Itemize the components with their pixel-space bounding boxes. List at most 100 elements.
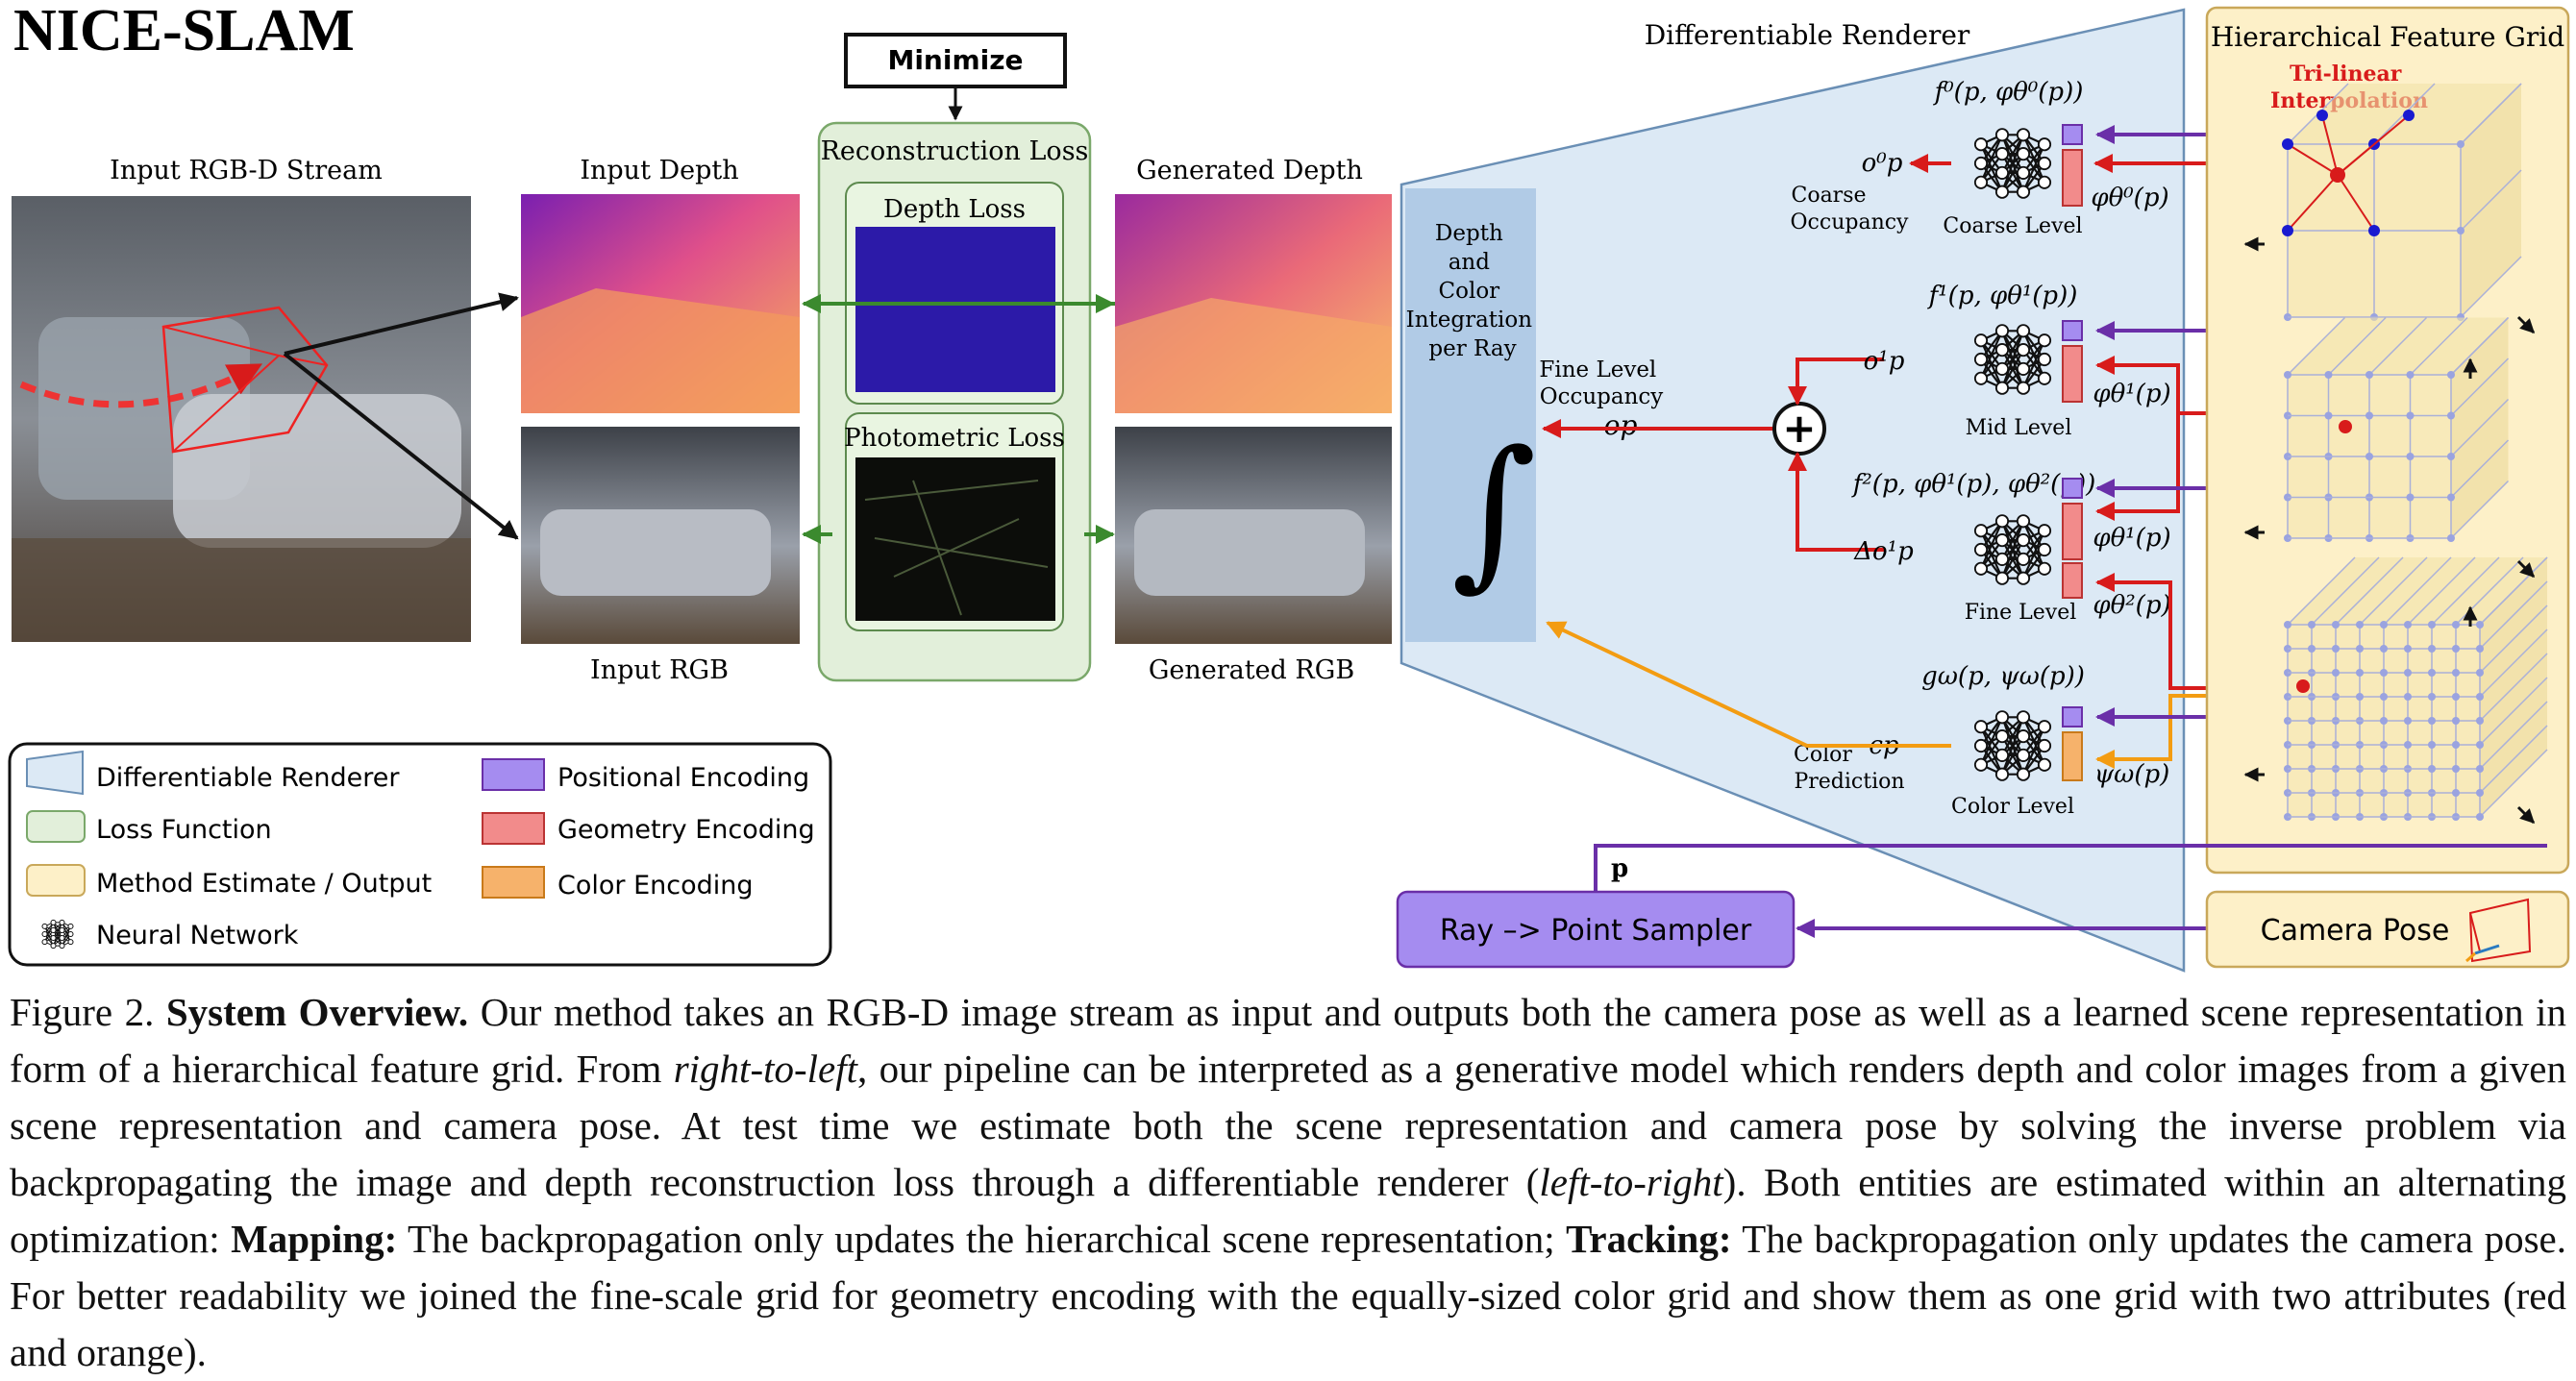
- coarse-output: o⁰p: [1862, 149, 1903, 178]
- fine-grid: [2284, 556, 2548, 821]
- legend-loss-label: Loss Function: [96, 815, 272, 845]
- depth-loss-label: Depth Loss: [883, 195, 1026, 224]
- integration-bar: [1405, 188, 1536, 642]
- fine-level-label: Fine Level: [1965, 601, 2077, 625]
- legend-output-icon: [26, 864, 86, 897]
- legend-geometry-icon: [482, 812, 545, 845]
- color-encoding: ψω(p): [2094, 760, 2170, 789]
- generated-rgb-image: [1115, 427, 1392, 644]
- reconstruction-loss-label: Reconstruction Loss: [821, 136, 1089, 166]
- photometric-loss-label: Photometric Loss: [844, 424, 1065, 453]
- mid-output: o¹p: [1864, 347, 1905, 376]
- grid-direction-arrow: [2516, 805, 2536, 825]
- legend-positional-label: Positional Encoding: [557, 763, 809, 793]
- sum-symbol: +: [1782, 405, 1816, 452]
- color-level-label: Color Level: [1951, 795, 2074, 819]
- mid-positional-block: [2062, 320, 2083, 341]
- fused-occupancy: op: [1604, 409, 1638, 441]
- mid-geometry-block: [2062, 345, 2083, 403]
- minimize-box: [844, 33, 1067, 88]
- camera-pose-label: Camera Pose: [2261, 914, 2450, 948]
- coarse-encoding: φθ⁰(p): [2091, 184, 2168, 212]
- mid-level-label: Mid Level: [1966, 416, 2072, 440]
- color-network-icon: [1973, 710, 2052, 781]
- camera-pose-icon: [2465, 898, 2532, 963]
- photometric-loss-image: [855, 457, 1055, 621]
- grid-direction-arrow: [2516, 559, 2536, 579]
- fine-geometry-block-1: [2062, 503, 2083, 560]
- input-stream-image: [12, 196, 471, 642]
- depth-loss-image: [855, 227, 1055, 392]
- legend-color-label: Color Encoding: [557, 871, 754, 900]
- caption-tracking: Tracking:: [1566, 1217, 1732, 1261]
- ray-sampler-label: Ray –> Point Sampler: [1440, 914, 1752, 948]
- generated-depth-label: Generated Depth: [1136, 156, 1363, 185]
- coarse-func: f⁰(p, φθ⁰(p)): [1933, 78, 2084, 107]
- caption-mapping: Mapping:: [231, 1217, 398, 1261]
- color-to-integration-arrow: [1546, 621, 1951, 748]
- generated-rgb-label: Generated RGB: [1149, 655, 1354, 685]
- caption-t3: ). Both entities are estimated within an…: [10, 1160, 2566, 1261]
- feature-grid-label: Hierarchical Feature Grid: [2211, 21, 2564, 53]
- color-func: gω(p, ψω(p)): [1921, 662, 2085, 691]
- caption-ltr: left-to-right: [1539, 1160, 1723, 1204]
- legend-renderer-label: Differentiable Renderer: [96, 763, 400, 793]
- color-positional-block: [2062, 706, 2083, 727]
- legend-box: [8, 742, 832, 967]
- coarse-positional-block: [2062, 124, 2083, 145]
- mid-network-icon: [1973, 324, 2052, 395]
- ray-sampler-box: [1396, 890, 1796, 969]
- integral-symbol: ∫: [1451, 416, 1537, 606]
- legend-positional-icon: [482, 758, 545, 791]
- coarse-level-label: Coarse Level: [1943, 214, 2082, 238]
- legend-renderer-icon: [26, 750, 84, 796]
- minimize-label: Minimize: [887, 44, 1023, 76]
- fine-positional-block: [2062, 478, 2083, 499]
- fine-network-icon: [1973, 514, 2052, 585]
- fine-encoding-2: φθ²(p): [2093, 591, 2170, 620]
- fine-func: f²(p, φθ¹(p), φθ²(p)): [1851, 470, 2095, 499]
- color-encoding-block: [2062, 731, 2083, 781]
- mid-to-sum-arrow: [1788, 358, 1884, 406]
- coarse-grid: [2282, 83, 2522, 321]
- input-rgb-label: Input RGB: [590, 655, 729, 685]
- fine-output: Δo¹p: [1853, 537, 1914, 566]
- figure-title: NICE-SLAM: [13, 0, 355, 63]
- integration-label: Depth and Color Integration per Ray: [1406, 221, 1540, 361]
- mid-encoding: φθ¹(p): [2093, 380, 2170, 408]
- legend-color-icon: [482, 866, 545, 899]
- input-depth-image: [521, 194, 800, 413]
- legend-output-label: Method Estimate / Output: [96, 869, 432, 899]
- caption-fig: Figure 2.: [10, 990, 166, 1034]
- input-rgb-image: [521, 427, 800, 644]
- figure-caption: Figure 2. System Overview. Our method ta…: [10, 984, 2566, 1381]
- input-stream-label: Input RGB-D Stream: [110, 156, 383, 185]
- renderer-label: Differentiable Renderer: [1645, 19, 1970, 51]
- caption-head: System Overview.: [165, 990, 469, 1034]
- caption-t5: The backpropagation only updates the cam…: [10, 1217, 2566, 1374]
- fine-to-sum-arrow: [1788, 452, 1884, 552]
- coarse-geometry-block: [2062, 149, 2083, 207]
- fine-mid-arrow: [2095, 413, 2180, 521]
- caption-rtl: right-to-left: [673, 1047, 858, 1091]
- neural-networks: [1973, 124, 2083, 781]
- input-depth-label: Input Depth: [580, 156, 738, 185]
- caption-t2: , our pipeline can be interpreted as a g…: [10, 1047, 2566, 1204]
- mid-func: f¹(p, φθ¹(p)): [1927, 282, 2078, 310]
- point-label: p: [1611, 854, 1628, 883]
- legend-network-label: Neural Network: [96, 921, 299, 950]
- color-prediction-label: Color Prediction: [1794, 743, 1904, 794]
- legend-network-icon: [41, 919, 74, 949]
- legend-geometry-label: Geometry Encoding: [557, 815, 815, 845]
- mid-grid: [2284, 316, 2510, 542]
- to-depth-arrow: [284, 292, 519, 356]
- coarse-occupancy-label: Coarse Occupancy: [1791, 184, 1910, 234]
- legend-network-glyph: [41, 919, 74, 949]
- caption-t1: Our method takes an RGB-D image stream a…: [10, 990, 2567, 1091]
- fine-encoding-1: φθ¹(p): [2093, 524, 2170, 553]
- feature-grids: [2243, 83, 2548, 825]
- to-rgb-arrow: [283, 352, 519, 540]
- grid-direction-arrow: [2516, 315, 2536, 334]
- generated-depth-image: [1115, 194, 1392, 413]
